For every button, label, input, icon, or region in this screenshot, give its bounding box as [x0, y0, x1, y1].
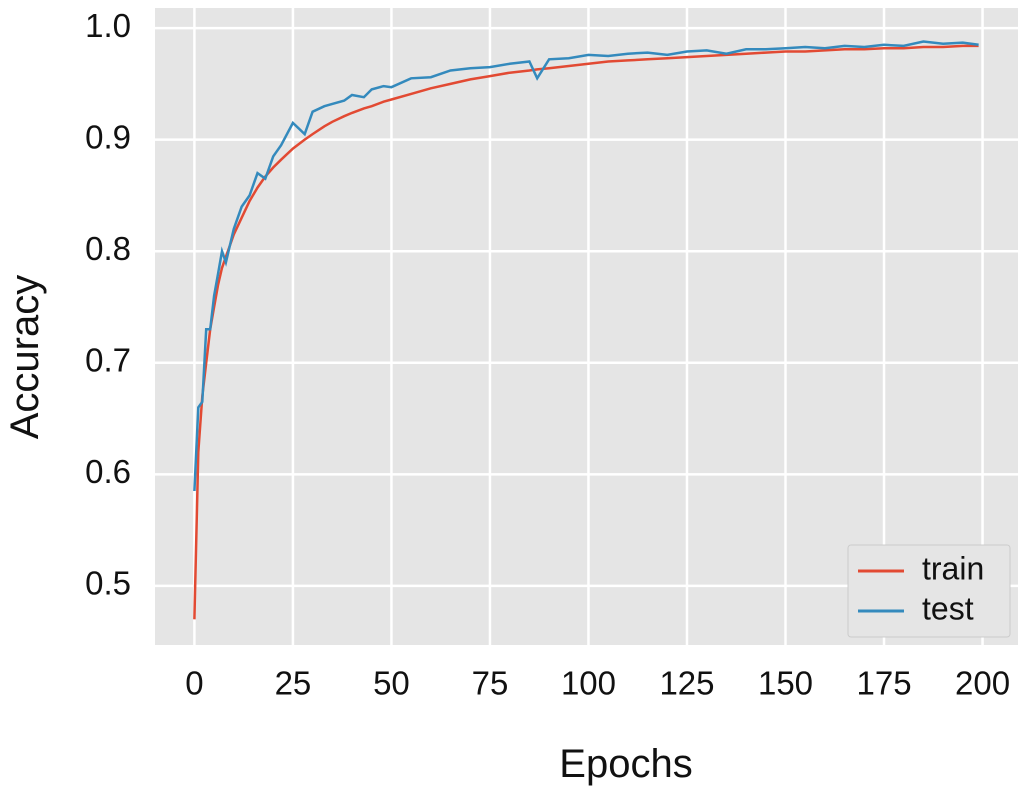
y-axis-label: Accuracy — [3, 275, 47, 440]
legend-label: train — [922, 550, 984, 586]
x-tick-label: 100 — [561, 665, 616, 702]
x-tick-label: 25 — [275, 665, 312, 702]
line-series — [193, 40, 979, 492]
y-tick-label: 0.6 — [85, 453, 131, 490]
line-series — [193, 44, 979, 620]
x-tick-label: 75 — [472, 665, 509, 702]
legend: train test — [847, 544, 1011, 638]
legend-box — [847, 544, 1011, 638]
y-tick-label: 0.7 — [85, 341, 131, 378]
y-tick-label: 0.9 — [85, 118, 131, 155]
x-tick-label: 50 — [373, 665, 410, 702]
legend-label: test — [922, 590, 974, 626]
plot-area — [155, 8, 1018, 645]
x-tick-label: 150 — [758, 665, 813, 702]
y-tick-label: 1.0 — [85, 7, 131, 44]
x-tick-label: 200 — [955, 665, 1010, 702]
y-tick-label: 0.8 — [85, 230, 131, 267]
x-tick-label: 0 — [185, 665, 203, 702]
y-tick-label: 0.5 — [85, 565, 131, 602]
x-tick-label: 175 — [856, 665, 911, 702]
x-axis-label: Epochs — [559, 742, 692, 786]
x-tick-label: 125 — [659, 665, 714, 702]
